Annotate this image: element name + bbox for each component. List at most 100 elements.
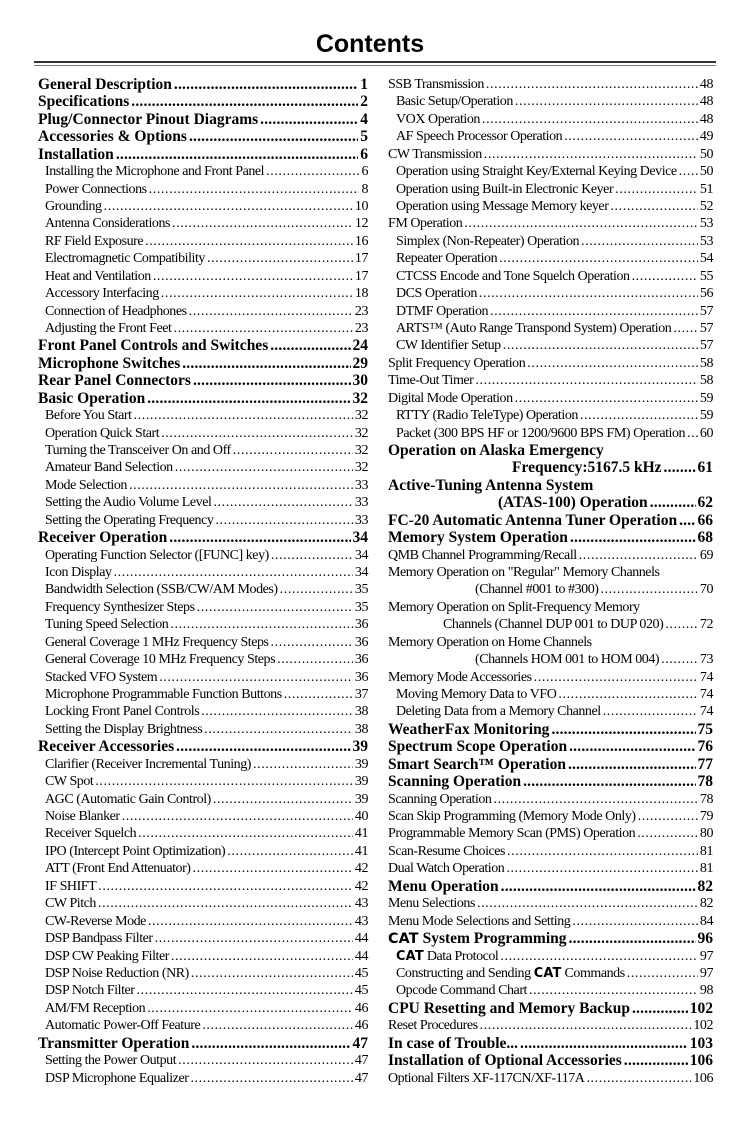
page-number: 48 bbox=[699, 94, 714, 110]
dot-leader bbox=[153, 268, 353, 286]
page-number: 38 bbox=[354, 704, 369, 720]
toc-entry: Clarifier (Receiver Incremental Tuning) 3… bbox=[38, 756, 368, 774]
page-number: 17 bbox=[354, 251, 369, 267]
toc-heading-entry: Operation on Alaska Emergency bbox=[388, 442, 713, 460]
entry-title: Accessory Interfacing bbox=[45, 285, 159, 303]
dot-leader bbox=[475, 372, 698, 390]
page-number: 44 bbox=[354, 948, 369, 964]
page-number: 5 bbox=[360, 128, 368, 146]
entry-title: Scan Skip Programming (Memory Mode Only) bbox=[388, 808, 636, 826]
entry-text: CTCSS Encode and Tone Squelch Operation bbox=[396, 268, 630, 284]
entry-title: General Description bbox=[38, 76, 172, 94]
toc-entry: Reset Procedures 102 bbox=[388, 1017, 713, 1035]
toc-entry: Scanning Operation 78 bbox=[388, 791, 713, 809]
entry-title: Frequency Synthesizer Steps bbox=[45, 599, 195, 617]
toc-entry: Automatic Power-Off Feature 46 bbox=[38, 1017, 368, 1035]
page-number: 44 bbox=[354, 931, 369, 947]
entry-title: Clarifier (Receiver Incremental Tuning) bbox=[45, 756, 251, 774]
page-number: 39 bbox=[354, 791, 369, 807]
toc-heading-entry: Spectrum Scope Operation 76 bbox=[388, 738, 713, 756]
page-number: 2 bbox=[360, 93, 368, 111]
entry-text: Scanning Operation bbox=[388, 791, 492, 807]
toc-entry: Amateur Band Selection 32 bbox=[38, 459, 368, 477]
entry-text: Setting the Power Output bbox=[45, 1053, 177, 1069]
entry-text: Scan-Resume Choices bbox=[388, 843, 506, 859]
dot-leader bbox=[679, 163, 698, 181]
dot-leader bbox=[569, 738, 695, 756]
entry-title: RTTY (Radio TeleType) Operation bbox=[396, 407, 578, 425]
entry-title: Active-Tuning Antenna System bbox=[388, 477, 593, 495]
entry-text: IPO (Intercept Point Optimization) bbox=[45, 843, 226, 859]
entry-text: Setting the Display Brightness bbox=[45, 721, 203, 737]
toc-entry: Dual Watch Operation 81 bbox=[388, 860, 713, 878]
dot-leader bbox=[679, 512, 695, 530]
toc-entry: DSP Bandpass Filter 44 bbox=[38, 930, 368, 948]
toc-entry: Channels (Channel DUP 001 to DUP 020) 72 bbox=[388, 616, 713, 634]
entry-text: Frequency Synthesizer Steps bbox=[45, 599, 195, 615]
entry-text: DTMF Operation bbox=[396, 303, 489, 319]
dot-leader bbox=[191, 965, 353, 983]
dot-leader bbox=[189, 303, 353, 321]
entry-title: CAT System Programming bbox=[388, 930, 567, 948]
dot-leader bbox=[138, 825, 353, 843]
title-rule-thin bbox=[34, 65, 716, 66]
dot-leader bbox=[486, 76, 698, 94]
dot-leader bbox=[147, 1000, 353, 1018]
entry-title: Connection of Headphones bbox=[45, 303, 187, 321]
toc-heading-entry: Basic Operation 32 bbox=[38, 390, 368, 408]
page-number: 45 bbox=[354, 983, 369, 999]
toc-entry: Microphone Programmable Function Buttons… bbox=[38, 686, 368, 704]
entry-title: Automatic Power-Off Feature bbox=[45, 1017, 201, 1035]
toc-entry: Operating Function Selector ([FUNC] key)… bbox=[38, 547, 368, 565]
page-number: 45 bbox=[354, 965, 369, 981]
entry-title: IPO (Intercept Point Optimization) bbox=[45, 843, 226, 861]
entry-title: Channels (Channel DUP 001 to DUP 020) bbox=[443, 616, 664, 634]
page-number: 102 bbox=[693, 1018, 713, 1034]
dot-leader bbox=[201, 703, 353, 721]
entry-title: Electromagnetic Compatibility bbox=[45, 250, 205, 268]
entry-title: FM Operation bbox=[388, 215, 463, 233]
dot-leader bbox=[482, 111, 698, 129]
toc-entry: Frequency Synthesizer Steps 35 bbox=[38, 599, 368, 617]
page-number: 72 bbox=[699, 617, 714, 633]
entry-title: Operation using Straight Key/External Ke… bbox=[396, 163, 677, 181]
page-number: 74 bbox=[699, 669, 714, 685]
toc-entry: Mode Selection 33 bbox=[38, 477, 368, 495]
page-number: 68 bbox=[697, 529, 714, 547]
cat-logo-text: CAT bbox=[388, 931, 419, 948]
entry-text: Memory Operation on Split-Frequency Memo… bbox=[388, 599, 640, 615]
toc-entry: Packet (300 BPS HF or 1200/9600 BPS FM) … bbox=[388, 425, 713, 443]
toc-entry: SSB Transmission 48 bbox=[388, 76, 713, 94]
entry-text: ATT (Front End Attenuator) bbox=[45, 861, 191, 877]
entry-text: Basic Setup/Operation bbox=[396, 94, 513, 110]
entry-text: Memory Operation on Home Channels bbox=[388, 634, 592, 650]
toc-heading-entry: Receiver Accessories 39 bbox=[38, 738, 368, 756]
page-number: 32 bbox=[354, 425, 369, 441]
entry-title: FC-20 Automatic Antenna Tuner Operation bbox=[388, 512, 677, 530]
toc-entry: Electromagnetic Compatibility 17 bbox=[38, 250, 368, 268]
dot-leader bbox=[464, 215, 698, 233]
page-number: 70 bbox=[699, 582, 714, 598]
toc-heading-entry: CAT System Programming 96 bbox=[388, 930, 713, 948]
dot-leader bbox=[603, 703, 698, 721]
entry-title: Basic Operation bbox=[38, 390, 145, 408]
dot-leader bbox=[664, 459, 696, 477]
page-number: 39 bbox=[352, 738, 369, 756]
entry-text: DSP Notch Filter bbox=[45, 983, 135, 999]
page-number: 39 bbox=[354, 756, 369, 772]
page-number: 103 bbox=[689, 1034, 713, 1052]
page-number: 60 bbox=[699, 425, 714, 441]
page-number: 52 bbox=[699, 199, 714, 214]
dot-leader bbox=[193, 860, 353, 878]
toc-entry: AF Speech Processor Operation 49 bbox=[388, 128, 713, 146]
toc-heading-entry: Frequency:5167.5 kHz 61 bbox=[388, 459, 713, 477]
dot-leader bbox=[182, 355, 350, 373]
dot-leader bbox=[637, 825, 698, 843]
entry-title: Before You Start bbox=[45, 407, 132, 425]
page-number: 33 bbox=[354, 495, 369, 511]
toc-entry: Heat and Ventilation 17 bbox=[38, 268, 368, 286]
entry-title: Accessories & Options bbox=[38, 128, 187, 146]
page-number: 78 bbox=[697, 773, 714, 791]
entry-title: Packet (300 BPS HF or 1200/9600 BPS FM) … bbox=[396, 425, 686, 443]
dot-leader bbox=[568, 756, 696, 774]
